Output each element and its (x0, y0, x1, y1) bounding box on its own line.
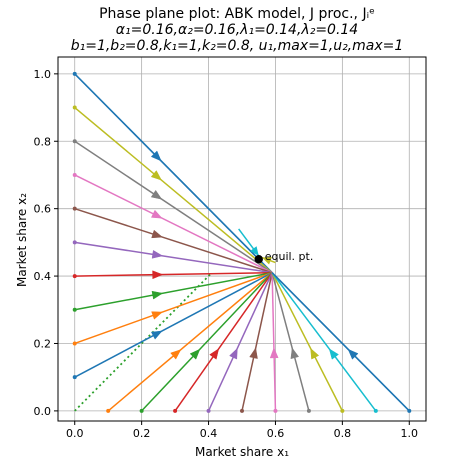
trajectory-left-0-arrowhead (150, 150, 162, 162)
x-tick-label: 0.2 (133, 427, 151, 440)
trajectory-bottom-6-arrowhead (290, 347, 300, 360)
trajectory-left-2-arrowhead (150, 189, 163, 200)
trajectory-bottom-5-line (271, 272, 277, 411)
trajectory-near-eq-1-arrowhead (262, 256, 272, 265)
trajectory-bottom-5-arrowhead (269, 347, 279, 359)
trajectory-bottom-8-arrowhead (328, 348, 339, 360)
trajectory-left-0-line (74, 73, 273, 274)
equilibrium-label: equil. pt. (265, 250, 314, 263)
trajectory-left-7-start-point (72, 307, 77, 312)
trajectory-left-2-start-point (72, 139, 77, 144)
trajectory-left-9-line (74, 272, 273, 378)
trajectory-bottom-4-start-point (240, 408, 244, 413)
trajectory-left-9-start-point (72, 375, 77, 380)
trajectory-left-8-arrowhead (151, 311, 163, 320)
x-tick-label: 0.6 (267, 427, 285, 440)
trajectory-bottom-9-arrowhead (347, 348, 359, 360)
y-tick-label: 0.0 (34, 405, 52, 418)
trajectory-left-7-line (74, 271, 273, 311)
x-tick-label: 0.4 (200, 427, 218, 440)
y-tick-label: 0.6 (34, 203, 52, 216)
trajectory-bottom-7-line (271, 272, 344, 412)
equilibrium-point (254, 255, 263, 264)
trajectory-left-1-arrowhead (150, 170, 162, 181)
trajectory-left-3-start-point (72, 172, 77, 177)
y-tick-label: 0.8 (34, 135, 52, 148)
trajectory-left-1-start-point (72, 105, 77, 110)
trajectory-left-5-arrowhead (151, 249, 164, 259)
x-tick-label: 0.0 (66, 427, 84, 440)
trajectory-left-6-arrowhead (152, 270, 164, 280)
trajectory-left-7-arrowhead (151, 290, 164, 300)
plot-frame (57, 56, 427, 422)
trajectory-near-eq-0-arrowhead (250, 246, 259, 256)
x-axis-label: Market share x₁ (195, 445, 289, 459)
trajectory-bottom-4-arrowhead (249, 347, 258, 359)
trajectory-bottom-9-start-point (407, 408, 412, 413)
trajectory-bottom-1-arrowhead (189, 348, 201, 360)
trajectory-bottom-1-start-point (139, 408, 144, 413)
trajectory-left-4-line (74, 207, 273, 274)
trajectory-bottom-2-start-point (173, 408, 178, 413)
trajectory-bottom-6-line (271, 272, 310, 412)
trajectory-left-4-start-point (72, 206, 77, 211)
plot-background (58, 57, 426, 421)
y-tick-label: 1.0 (34, 68, 52, 81)
trajectory-bottom-7-arrowhead (310, 347, 320, 360)
chart-title-line-2: α₁=0.16,α₂=0.16,λ₁=0.14,λ₂=0.14 (115, 22, 359, 38)
trajectory-bottom-3-arrowhead (229, 347, 238, 360)
trajectory-bottom-7-start-point (340, 408, 345, 413)
trajectory-left-3-line (74, 174, 273, 274)
trajectory-left-8-line (74, 271, 273, 345)
trajectory-bottom-4-line (241, 272, 273, 412)
trajectory-left-6-start-point (72, 274, 77, 279)
trajectory-bottom-5-start-point (273, 408, 278, 413)
trajectory-bottom-1-line (141, 272, 273, 412)
trajectory-left-5-start-point (72, 240, 77, 245)
y-tick-label: 0.4 (34, 270, 52, 283)
trajectory-left-3-arrowhead (150, 209, 163, 219)
trajectory-left-6-line (74, 271, 273, 277)
trajectory-bottom-6-start-point (306, 408, 311, 413)
trajectory-bottom-9-line (271, 272, 410, 412)
trajectory-left-2-line (74, 140, 273, 274)
trajectory-left-8-start-point (72, 341, 77, 346)
trajectory-left-1-line (74, 106, 273, 274)
trajectory-bottom-0-line (107, 272, 273, 412)
trajectory-bottom-8-line (271, 272, 377, 412)
y-tick-label: 0.2 (34, 337, 52, 350)
x-tick-label: 0.8 (334, 427, 352, 440)
trajectory-bottom-8-start-point (373, 408, 378, 413)
chart-title-line-3: b₁=1,b₂=0.8,k₁=1,k₂=0.8, u₁,max=1,u₂,max… (70, 38, 404, 54)
plot-area: equil. pt. 0.0 0.2 0.4 0.6 0.8 1.0 0.0 0.2 0.4 0.6… (34, 56, 427, 440)
trajectory-bottom-2-arrowhead (209, 348, 220, 360)
trajectory-left-0-start-point (72, 71, 77, 76)
y-axis-label: Market share x₂ (15, 193, 29, 287)
chart-title-line-1: Phase plane plot: ABK model, J proc., Jᵢ… (99, 6, 375, 22)
trajectory-bottom-3-start-point (206, 408, 211, 413)
trajectory-bottom-3-line (207, 272, 273, 412)
trajectory-bottom-0-start-point (106, 408, 111, 413)
trajectory-left-4-arrowhead (151, 229, 164, 239)
trajectory-left-5-line (74, 241, 273, 274)
trajectory-bottom-0-arrowhead (170, 349, 182, 360)
trajectory-bottom-2-line (174, 272, 273, 412)
x-tick-label: 1.0 (401, 427, 419, 440)
trajectory-left-9-arrowhead (150, 330, 163, 340)
